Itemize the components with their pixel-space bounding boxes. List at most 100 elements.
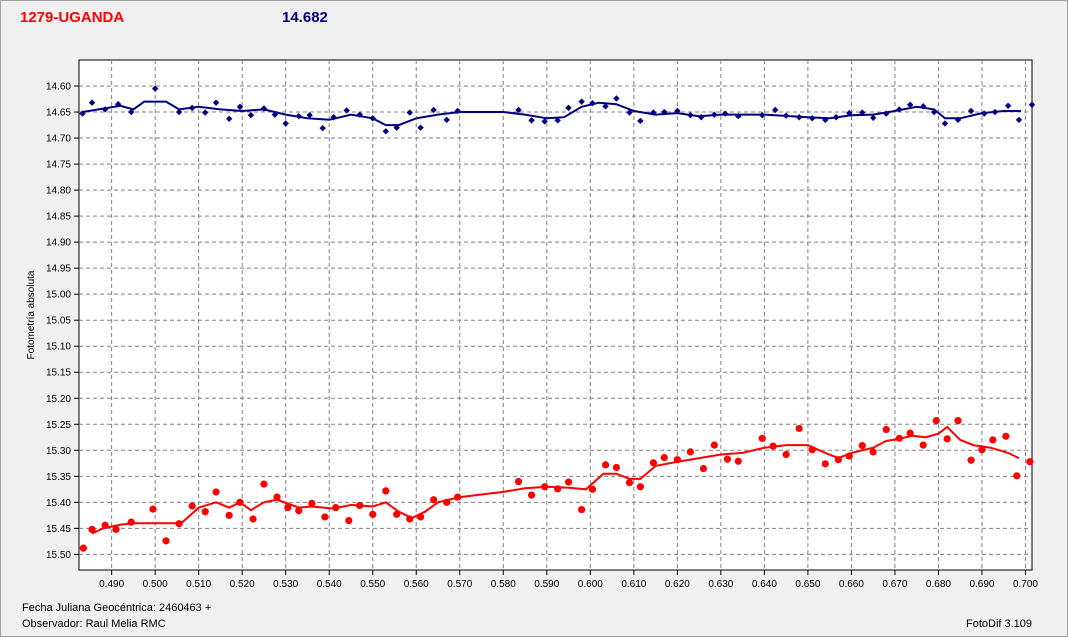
x-tick-labels: 0.490 0.500 0.510 0.520 0.530 0.540 0.550 0.560… [99, 579, 1038, 590]
data-point [734, 457, 742, 465]
data-point [249, 515, 257, 523]
data-point [930, 108, 938, 116]
series-1 [79, 417, 1034, 552]
data-point [515, 106, 522, 114]
data-point [343, 107, 350, 114]
y-tick-label: 15.20 [46, 394, 71, 405]
x-tick-label: 0.540 [317, 579, 342, 590]
data-point [356, 111, 363, 118]
data-point [687, 111, 694, 119]
data-point [906, 429, 914, 437]
data-point [212, 99, 220, 106]
data-point [393, 510, 401, 518]
data-point [430, 496, 438, 504]
data-point [711, 111, 718, 118]
data-point [188, 502, 196, 510]
data-point [1028, 101, 1036, 108]
x-tick-label: 0.550 [360, 579, 385, 590]
data-point [674, 107, 681, 115]
data-point [88, 99, 96, 106]
y-tick-label: 15.05 [46, 316, 71, 327]
data-point [1015, 116, 1023, 124]
data-point [417, 124, 424, 131]
data-point [795, 424, 803, 433]
data-point [578, 506, 586, 514]
data-point [991, 108, 999, 116]
data-point [941, 120, 949, 127]
data-point [101, 521, 109, 529]
data-point [782, 450, 790, 459]
data-point [613, 95, 620, 102]
x-tick-label: 0.620 [665, 579, 690, 590]
data-point [284, 503, 292, 512]
data-point [722, 110, 729, 117]
data-point [723, 455, 731, 463]
data-point [565, 104, 572, 112]
data-point [149, 505, 157, 513]
data-point [769, 442, 777, 450]
data-point [260, 105, 268, 112]
data-point [588, 485, 597, 493]
data-point [282, 120, 289, 127]
data-point [127, 518, 135, 526]
data-point [101, 106, 109, 113]
data-point [989, 436, 997, 444]
data-point [201, 109, 209, 116]
data-point [564, 478, 573, 486]
data-point [175, 520, 183, 528]
y-tick-label: 15.25 [46, 420, 71, 431]
y-tick-label: 15.35 [46, 472, 71, 483]
x-tick-label: 0.560 [404, 579, 429, 590]
data-point [406, 109, 413, 116]
data-point [345, 516, 353, 525]
data-point [321, 513, 329, 521]
data-point [306, 111, 313, 119]
data-point [260, 480, 268, 488]
data-point [686, 448, 694, 456]
series-layer [79, 85, 1036, 552]
x-tick-label: 0.600 [578, 579, 603, 590]
data-point [541, 118, 548, 125]
data-point [698, 114, 705, 121]
data-point [271, 111, 279, 118]
x-tick-label: 0.590 [534, 579, 559, 590]
y-tick-label: 15.10 [46, 342, 71, 353]
data-point [954, 417, 962, 425]
data-point [212, 488, 220, 496]
data-point [612, 463, 621, 472]
y-tick-label: 15.30 [46, 446, 71, 457]
data-point [454, 107, 461, 115]
data-point [382, 128, 389, 135]
data-point [528, 117, 535, 124]
data-point [859, 109, 866, 116]
data-point [225, 511, 233, 519]
data-point [112, 525, 120, 534]
data-point [759, 111, 766, 119]
x-tick-label: 0.660 [839, 579, 864, 590]
data-point [128, 108, 135, 116]
x-tick-label: 0.490 [99, 579, 124, 590]
data-point [541, 483, 549, 491]
observer-label: Observador: Raul Melia RMC [22, 618, 166, 630]
data-point [650, 109, 657, 116]
data-point [369, 510, 377, 518]
data-point [236, 103, 244, 111]
data-point [554, 485, 562, 493]
x-tick-label: 0.570 [447, 579, 472, 590]
data-point [382, 487, 390, 495]
data-point [527, 491, 536, 499]
data-point [356, 501, 364, 510]
data-point [954, 116, 962, 124]
y-tick-label: 14.85 [46, 212, 71, 223]
data-point [896, 106, 903, 113]
x-tick-label: 0.520 [230, 579, 255, 590]
data-point [809, 115, 816, 122]
data-point [637, 117, 644, 125]
data-point [514, 477, 523, 486]
data-point [845, 452, 853, 460]
data-point [236, 498, 244, 506]
y-tick-label: 14.75 [46, 160, 71, 171]
data-point [967, 456, 975, 464]
data-point [625, 478, 634, 487]
data-point [980, 110, 988, 117]
